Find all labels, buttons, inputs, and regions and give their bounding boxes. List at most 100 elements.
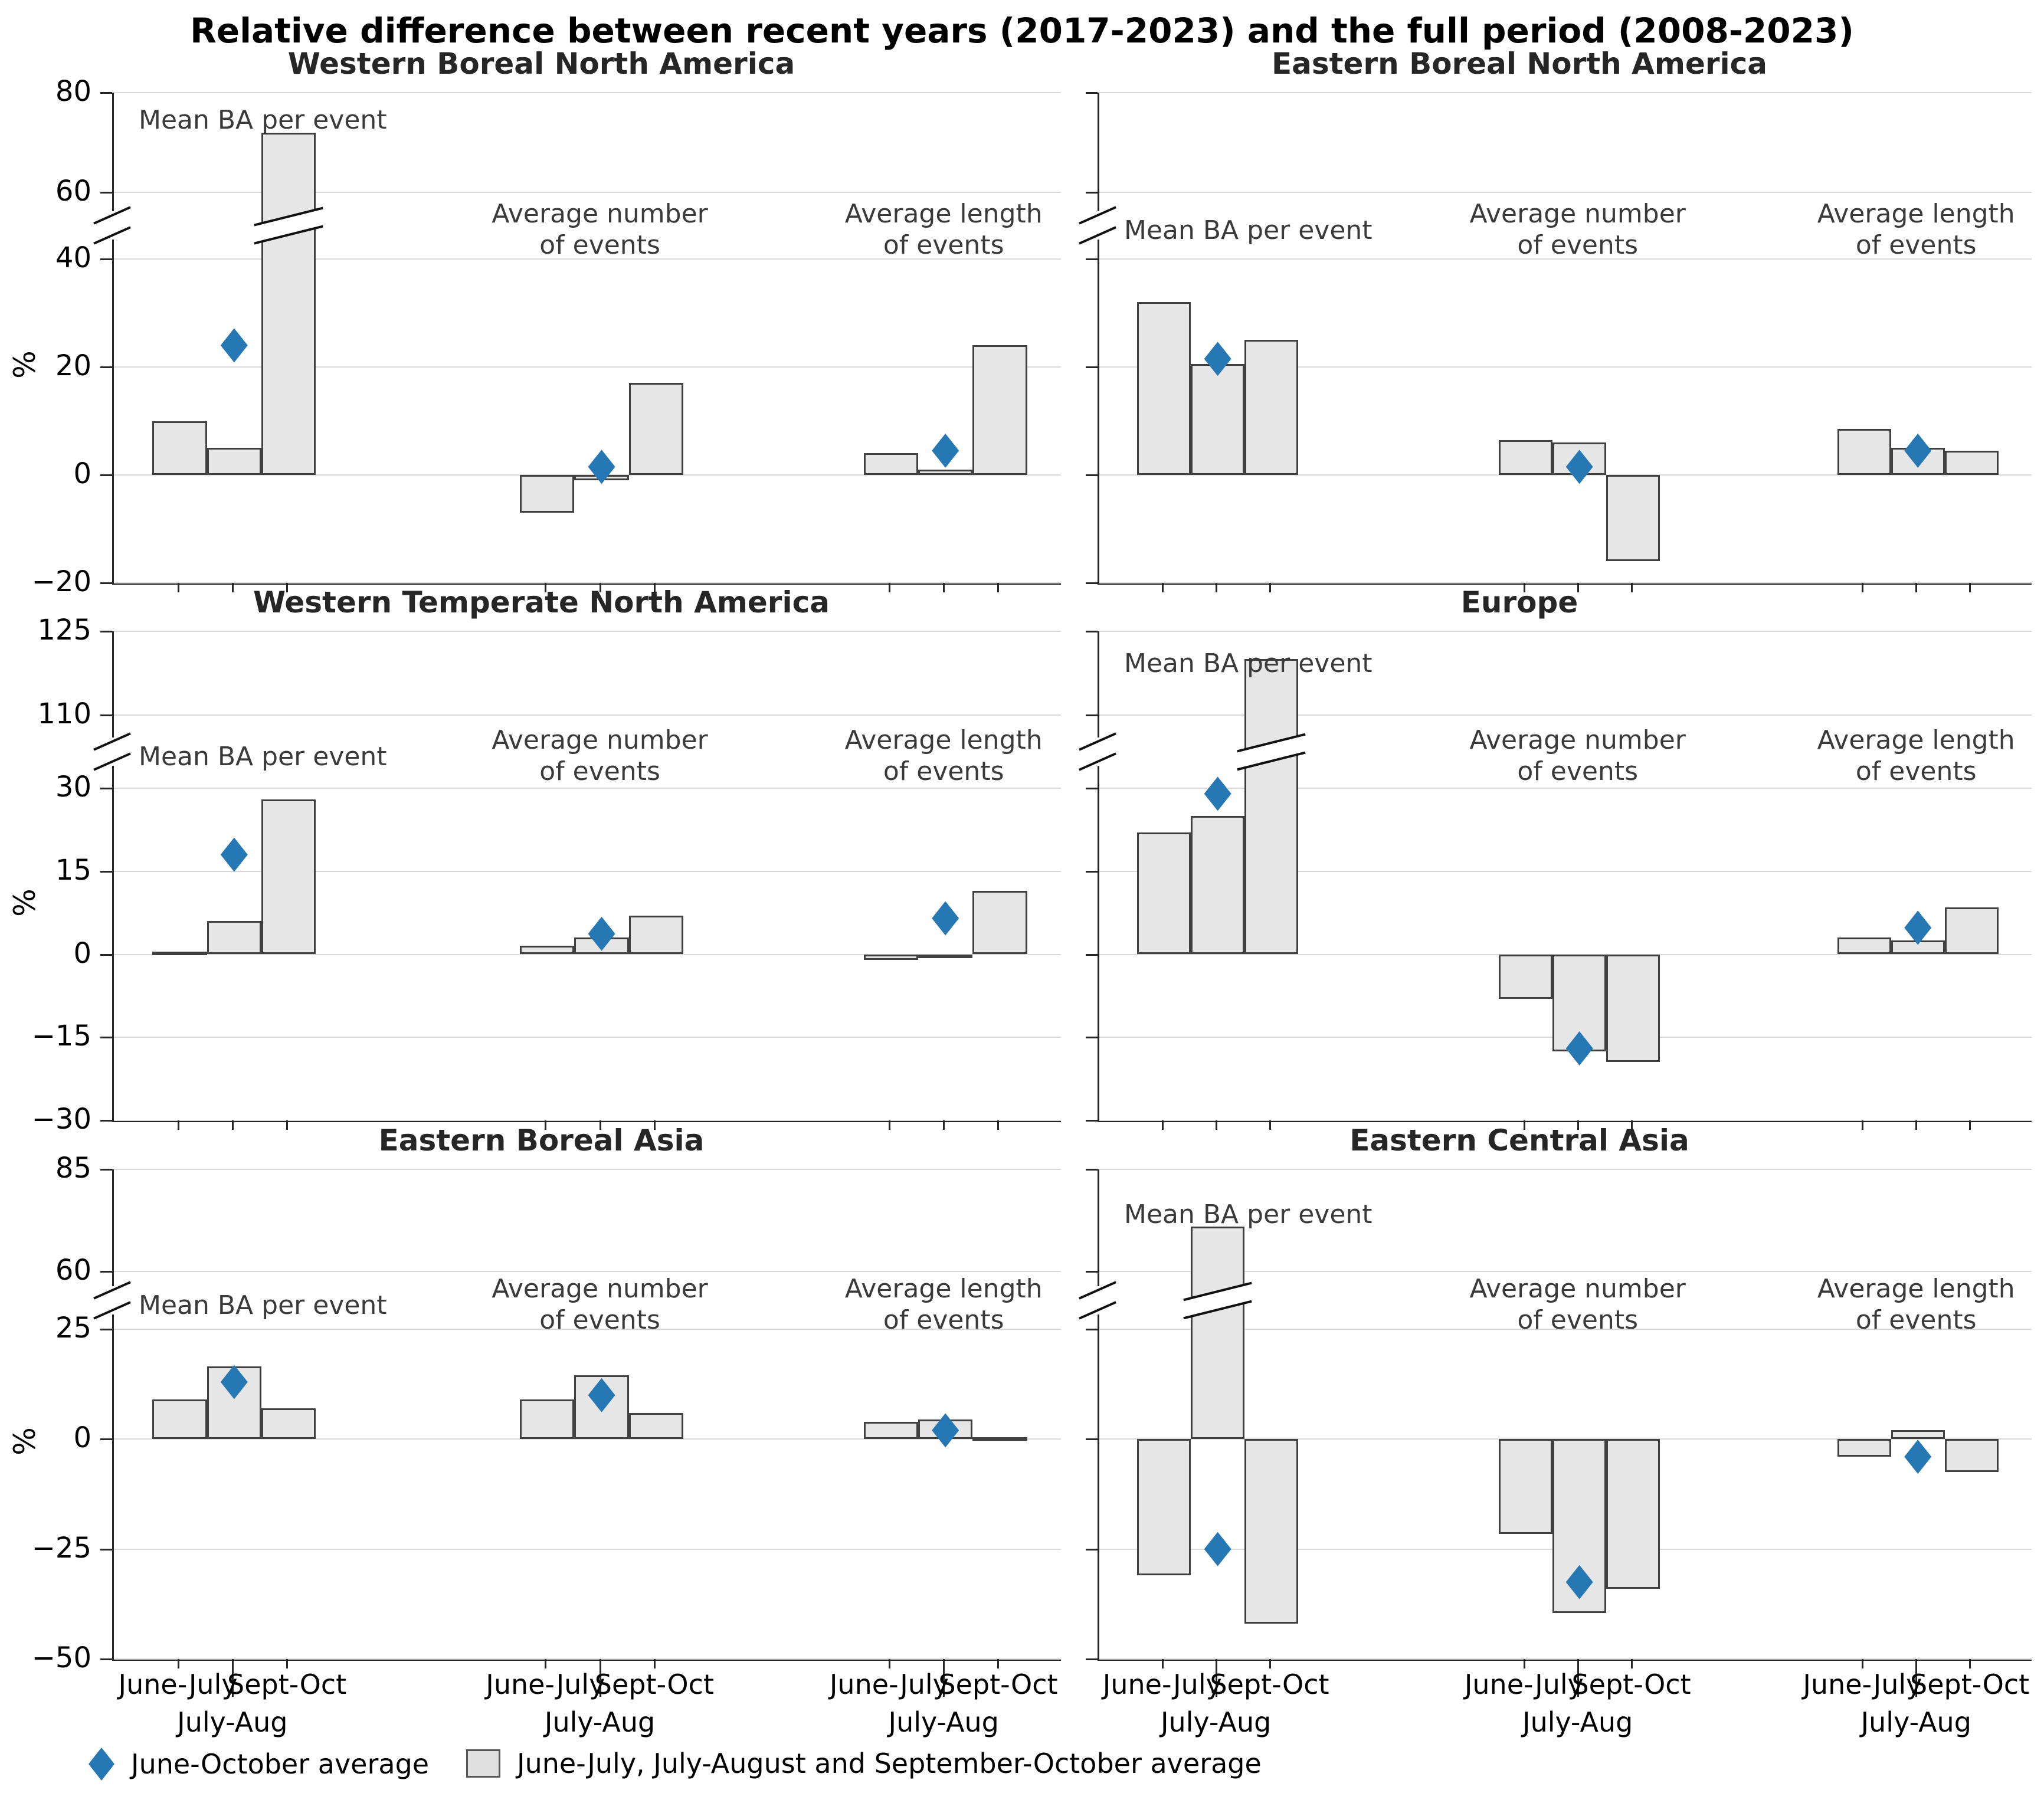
x-tick: [1969, 1120, 1971, 1130]
gridline: [114, 1271, 1061, 1272]
y-tick: [100, 1271, 112, 1273]
plot-area-western-boreal-north-america: [112, 92, 1061, 585]
bar-july-aug: [918, 954, 973, 958]
y-tick: [100, 366, 112, 368]
y-tick: [100, 258, 112, 260]
gridline: [114, 870, 1061, 872]
group-label: Mean BA per event: [139, 105, 387, 135]
y-tick: [1086, 92, 1098, 94]
y-tick: [100, 92, 112, 94]
group-label: Average length of events: [1817, 199, 2015, 260]
x-label-july-aug: July-Aug: [177, 1706, 288, 1738]
bar-june-july: [863, 453, 919, 475]
x-tick: [1523, 583, 1525, 592]
x-label-june-july: June-July: [1102, 1668, 1222, 1700]
gridline: [1099, 1169, 2032, 1170]
bar-july-aug: [207, 448, 261, 475]
bar-june-july: [520, 475, 575, 513]
bar-july-aug: [1891, 1430, 1945, 1440]
bar-sept-oct: [628, 383, 683, 475]
diamond-marker: [932, 1413, 959, 1448]
x-tick: [1915, 1120, 1918, 1130]
gridline: [1099, 1658, 2032, 1660]
gridline: [1099, 1329, 2032, 1330]
group-label: Average number of events: [1469, 1274, 1686, 1335]
x-tick: [1915, 1659, 1918, 1697]
y-tick: [100, 1169, 112, 1171]
x-tick: [1862, 583, 1864, 592]
bar-swatch-icon: [466, 1749, 500, 1778]
y-tick: [100, 1548, 112, 1550]
bar-july-aug: [1191, 364, 1245, 475]
y-tick: [1086, 714, 1098, 716]
y-tick-label: 20: [55, 349, 91, 382]
bar-june-july: [1837, 937, 1891, 955]
panel-title-eastern-boreal-north-america: Eastern Boreal North America: [1271, 47, 1768, 81]
bar-sept-oct: [261, 799, 316, 955]
plot-area-eastern-boreal-north-america: [1098, 92, 2032, 585]
x-tick: [1862, 1120, 1864, 1130]
gridline: [114, 366, 1061, 368]
bar-sept-oct: [1244, 340, 1298, 475]
bar-june-july: [520, 1399, 575, 1440]
bar-june-july: [1137, 302, 1191, 475]
diamond-marker: [220, 837, 248, 872]
x-tick: [599, 1659, 601, 1697]
gridline: [114, 582, 1061, 583]
group-label: Mean BA per event: [139, 742, 387, 772]
x-tick: [177, 1120, 179, 1130]
gridline: [114, 1329, 1061, 1330]
bar-june-july: [863, 954, 919, 960]
gridline: [114, 714, 1061, 716]
y-tick: [100, 474, 112, 476]
gridline: [1099, 366, 2032, 368]
group-label: Mean BA per event: [1124, 215, 1373, 245]
y-tick: [1086, 1548, 1098, 1550]
y-tick: [1086, 870, 1098, 873]
y-tick-label: −30: [31, 1103, 91, 1136]
y-tick: [1086, 953, 1098, 956]
group-label: Average length of events: [1817, 725, 2015, 786]
y-tick: [100, 788, 112, 789]
x-tick: [545, 583, 547, 592]
y-tick-label: 0: [73, 936, 91, 970]
x-tick: [286, 1120, 289, 1130]
y-tick: [1086, 631, 1098, 632]
bar-sept-oct: [261, 132, 316, 475]
x-tick: [888, 583, 890, 592]
y-tick-label: 40: [55, 241, 91, 274]
y-tick: [1086, 582, 1098, 584]
diamond-marker: [1204, 1532, 1231, 1566]
x-tick: [1862, 1659, 1864, 1668]
y-tick: [1086, 1658, 1098, 1660]
bar-sept-oct: [1244, 1439, 1298, 1624]
axis-break-gap: [110, 737, 116, 766]
y-tick: [1086, 192, 1098, 194]
y-tick: [100, 582, 112, 584]
bar-june-july: [1499, 440, 1553, 475]
y-tick: [100, 1329, 112, 1330]
y-tick: [100, 1658, 112, 1660]
group-label: Average length of events: [1817, 1274, 2015, 1335]
legend-bar-label: June-July, July-August and September-Oct…: [517, 1748, 1262, 1779]
gridline: [1099, 582, 2032, 583]
x-tick: [1523, 1659, 1525, 1668]
bar-sept-oct: [1606, 954, 1660, 1063]
x-tick: [545, 1120, 547, 1130]
y-tick-label: 125: [37, 614, 91, 647]
bar-june-july: [1137, 832, 1191, 955]
x-tick: [997, 1120, 1000, 1130]
gridline: [114, 1037, 1061, 1038]
gridline: [1099, 1271, 2032, 1272]
x-label-sept-oct: Sept-Oct: [594, 1668, 714, 1700]
y-tick: [100, 1438, 112, 1441]
group-label: Mean BA per event: [139, 1290, 387, 1320]
x-tick: [231, 583, 234, 592]
y-tick: [1086, 1271, 1098, 1273]
bar-sept-oct: [972, 890, 1027, 955]
x-tick: [286, 1659, 289, 1668]
group-label: Mean BA per event: [1124, 648, 1373, 678]
x-label-june-july: June-July: [1464, 1668, 1584, 1700]
axis-break-gap: [1095, 737, 1101, 766]
